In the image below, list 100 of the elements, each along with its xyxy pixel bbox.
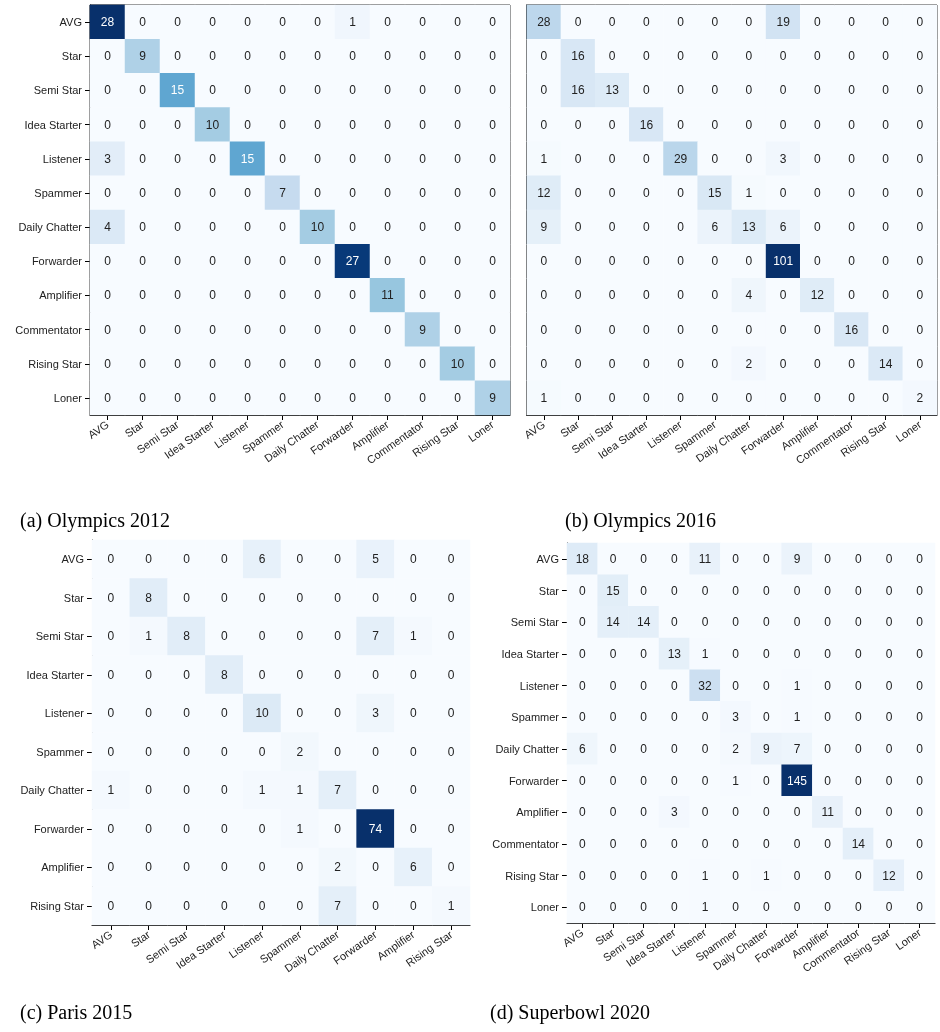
data-label: 0 — [732, 836, 740, 851]
data-label: 0 — [349, 151, 357, 166]
data-label: 0 — [104, 356, 112, 371]
data-label: 0 — [578, 710, 586, 725]
data-label: 0 — [384, 83, 392, 98]
data-label: 0 — [314, 390, 322, 405]
data-label: 0 — [916, 805, 924, 820]
data-label: 0 — [640, 551, 648, 566]
data-label: 0 — [608, 254, 616, 269]
data-label: 3 — [779, 151, 787, 166]
y-tick-label: Rising Star — [505, 869, 560, 882]
data-label: 0 — [640, 710, 648, 725]
data-label: 0 — [139, 185, 147, 200]
data-label: 0 — [107, 552, 115, 567]
y-tick-label: Daily Chatter — [18, 221, 83, 234]
data-label: 0 — [608, 185, 616, 200]
data-label: 0 — [258, 744, 266, 759]
data-label: 0 — [732, 868, 740, 883]
data-label: 0 — [489, 151, 497, 166]
data-label: 0 — [854, 773, 862, 788]
data-label: 0 — [220, 706, 228, 721]
data-label: 0 — [314, 151, 322, 166]
data-label: 0 — [793, 836, 801, 851]
data-label: 9 — [793, 551, 801, 566]
data-label: 0 — [279, 288, 287, 303]
data-label: 0 — [609, 741, 617, 756]
data-label: 0 — [454, 117, 462, 132]
data-label: 28 — [100, 15, 115, 30]
data-label: 0 — [334, 667, 342, 682]
data-label: 0 — [643, 356, 651, 371]
data-label: 0 — [711, 322, 719, 337]
data-label: 0 — [349, 288, 357, 303]
data-label: 0 — [779, 83, 787, 98]
data-label: 0 — [145, 821, 153, 836]
data-label: 0 — [372, 783, 380, 798]
data-label: 0 — [409, 552, 417, 567]
data-label: 9 — [762, 741, 770, 756]
data-label: 0 — [578, 678, 586, 693]
data-label: 0 — [384, 356, 392, 371]
data-label: 0 — [104, 322, 112, 337]
data-label: 9 — [419, 322, 427, 337]
data-label: 0 — [670, 678, 678, 693]
data-label: 0 — [608, 117, 616, 132]
data-label: 1 — [258, 783, 266, 798]
data-label: 0 — [640, 900, 648, 915]
data-label: 0 — [885, 646, 893, 661]
data-label: 0 — [540, 288, 548, 303]
data-label: 0 — [793, 615, 801, 630]
data-label: 15 — [606, 583, 620, 598]
data-label: 0 — [848, 288, 856, 303]
data-label: 0 — [854, 583, 862, 598]
data-label: 0 — [916, 741, 924, 756]
data-label: 0 — [854, 678, 862, 693]
data-label: 0 — [885, 836, 893, 851]
data-label: 0 — [793, 805, 801, 820]
data-label: 0 — [296, 860, 304, 875]
data-label: 14 — [851, 836, 866, 851]
data-label: 0 — [885, 583, 893, 598]
data-label: 2 — [334, 860, 342, 875]
data-label: 0 — [793, 583, 801, 598]
data-label: 2 — [916, 390, 924, 405]
data-label: 14 — [636, 615, 651, 630]
data-label: 0 — [209, 254, 217, 269]
data-label: 0 — [608, 49, 616, 64]
data-label: 0 — [916, 15, 924, 30]
data-label: 0 — [745, 151, 753, 166]
data-label: 0 — [419, 151, 427, 166]
data-label: 0 — [885, 773, 893, 788]
data-label: 0 — [384, 117, 392, 132]
data-label: 0 — [701, 741, 709, 756]
data-label: 10 — [450, 356, 465, 371]
data-label: 0 — [409, 590, 417, 605]
data-label: 0 — [174, 49, 182, 64]
data-label: 0 — [813, 185, 821, 200]
data-label: 0 — [609, 900, 617, 915]
data-label: 0 — [183, 898, 191, 913]
data-label: 9 — [489, 390, 497, 405]
data-label: 0 — [279, 83, 287, 98]
data-label: 0 — [174, 254, 182, 269]
data-label: 0 — [574, 220, 582, 235]
y-tick-label: Commentator — [15, 323, 83, 336]
data-label: 0 — [419, 83, 427, 98]
data-label: 0 — [916, 117, 924, 132]
y-tick-label: Loner — [530, 901, 560, 914]
data-label: 0 — [174, 356, 182, 371]
data-label: 0 — [258, 629, 266, 644]
data-label: 1 — [447, 898, 455, 913]
data-label: 0 — [916, 710, 924, 725]
data-label: 0 — [643, 151, 651, 166]
data-label: 16 — [639, 117, 654, 132]
data-label: 0 — [107, 667, 115, 682]
data-label: 0 — [183, 590, 191, 605]
data-label: 0 — [447, 821, 455, 836]
data-label: 0 — [279, 254, 287, 269]
data-label: 0 — [711, 151, 719, 166]
y-tick-label: Forwarder — [508, 774, 560, 787]
y-tick-label: Listener — [42, 152, 83, 165]
data-label: 0 — [183, 821, 191, 836]
data-label: 0 — [916, 288, 924, 303]
data-label: 0 — [640, 646, 648, 661]
